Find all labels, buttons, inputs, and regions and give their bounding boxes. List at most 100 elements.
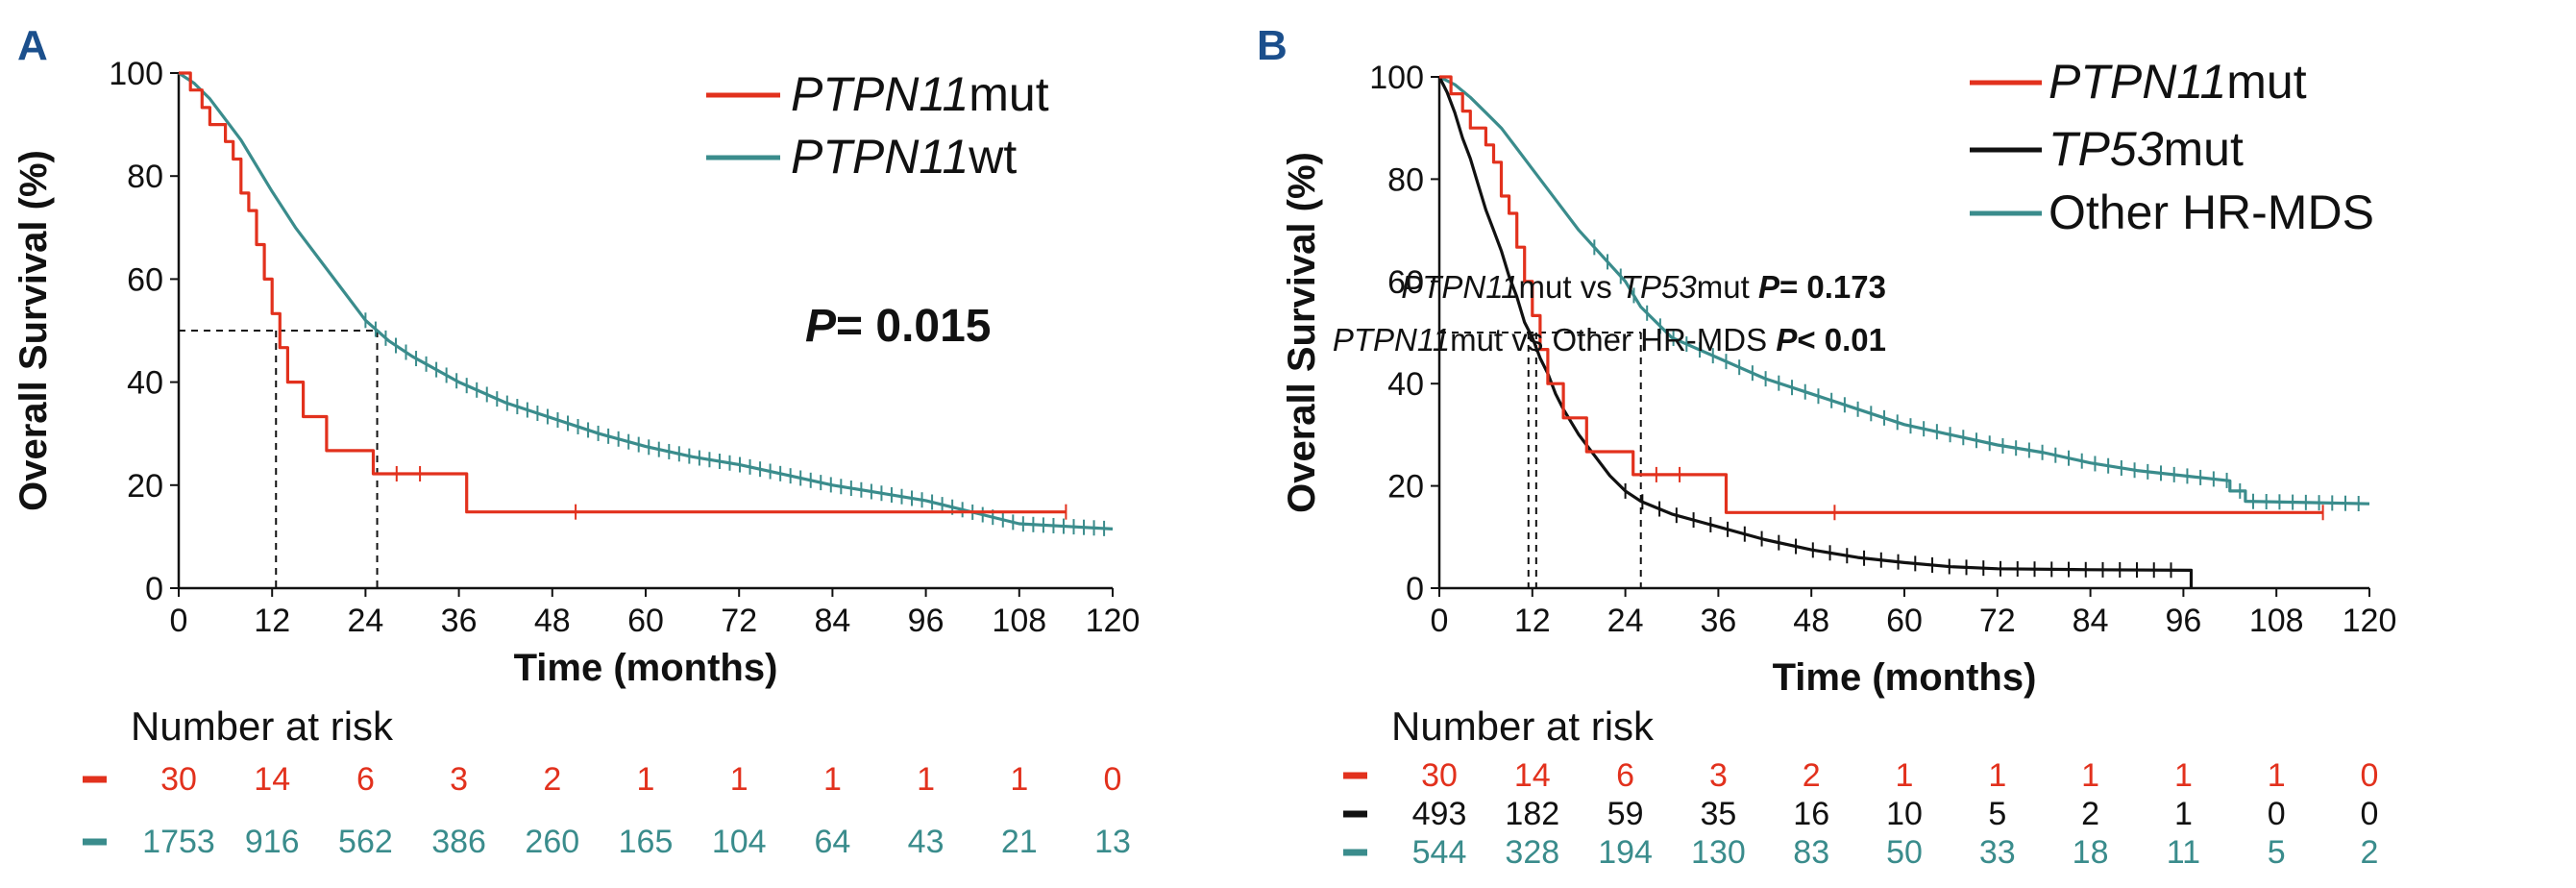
x-tick-label: 0 xyxy=(1431,603,1449,639)
risk-value: 544 xyxy=(1412,834,1467,871)
legend-label: PTPN11wt xyxy=(791,130,1017,184)
legend-label: TP53mut xyxy=(2049,122,2244,176)
risk-value: 3 xyxy=(1709,757,1728,794)
x-tick-label: 12 xyxy=(254,603,290,639)
x-tick-label: 60 xyxy=(1886,603,1923,639)
risk-value: 3 xyxy=(450,761,468,798)
risk-value: 2 xyxy=(2361,834,2379,871)
x-tick-label: 108 xyxy=(992,603,1046,639)
x-tick-label: 72 xyxy=(1979,603,2016,639)
risk-value: 13 xyxy=(1094,824,1131,860)
risk-value: 43 xyxy=(908,824,945,860)
risk-value: 1 xyxy=(1896,757,1914,794)
x-tick-label: 60 xyxy=(627,603,664,639)
risk-value: 1 xyxy=(1010,761,1028,798)
series-line-ptpn11wt xyxy=(178,71,1114,530)
risk-value: 0 xyxy=(2361,757,2379,794)
series-line-ptpn11mut xyxy=(179,71,1067,514)
risk-value: 1 xyxy=(2174,796,2193,832)
risk-value: 328 xyxy=(1505,834,1559,871)
x-tick-label: 120 xyxy=(2343,603,2397,639)
comparison-p-value: PTPN11mut vs TP53mut P= 0.173 xyxy=(1401,269,1886,305)
risk-value: 30 xyxy=(1421,757,1458,794)
risk-value: 130 xyxy=(1691,834,1746,871)
y-tick-label: 100 xyxy=(1369,60,1424,96)
risk-table-title: Number at risk xyxy=(131,703,394,749)
x-tick-label: 72 xyxy=(721,603,757,639)
y-tick-label: 20 xyxy=(1387,469,1424,506)
risk-value: 35 xyxy=(1700,796,1736,832)
y-tick-label: 100 xyxy=(109,56,163,92)
risk-value: 16 xyxy=(1793,796,1829,832)
risk-value: 30 xyxy=(160,761,197,798)
risk-table-title: Number at risk xyxy=(1391,703,1655,749)
risk-value: 14 xyxy=(254,761,290,798)
legend-label: PTPN11mut xyxy=(791,67,1049,121)
risk-value: 104 xyxy=(712,824,767,860)
risk-value: 1 xyxy=(2174,757,2193,794)
risk-value: 260 xyxy=(525,824,579,860)
risk-value: 83 xyxy=(1793,834,1829,871)
risk-value: 6 xyxy=(1616,757,1634,794)
y-tick-label: 0 xyxy=(1406,571,1424,607)
risk-value: 0 xyxy=(1104,761,1122,798)
x-tick-label: 48 xyxy=(534,603,571,639)
risk-value: 21 xyxy=(1001,824,1038,860)
series-line-ptpn11mut xyxy=(1439,75,2323,514)
panel-letter-a: A xyxy=(17,22,48,69)
risk-value: 6 xyxy=(356,761,375,798)
y-tick-label: 80 xyxy=(127,159,163,195)
risk-value: 18 xyxy=(2073,834,2109,871)
risk-value: 1 xyxy=(637,761,655,798)
y-tick-label: 20 xyxy=(127,468,163,505)
panel-a-chart: 0 12 24 36 48 60 72 84 96 108 120020406080100Time … xyxy=(12,56,1140,860)
y-tick-label: 40 xyxy=(1387,366,1424,403)
y-tick-label: 80 xyxy=(1387,161,1424,198)
risk-value: 0 xyxy=(2361,796,2379,832)
x-tick-label: 24 xyxy=(1607,603,1644,639)
x-tick-label: 96 xyxy=(2165,603,2201,639)
legend-label: Other HR-MDS xyxy=(2049,185,2374,239)
x-tick-label: 96 xyxy=(908,603,945,639)
risk-value: 14 xyxy=(1514,757,1551,794)
risk-value: 50 xyxy=(1886,834,1923,871)
risk-value: 493 xyxy=(1412,796,1467,832)
x-tick-label: 84 xyxy=(814,603,850,639)
x-tick-label: 24 xyxy=(347,603,383,639)
risk-value: 5 xyxy=(2268,834,2286,871)
x-tick-label: 108 xyxy=(2249,603,2304,639)
risk-value: 194 xyxy=(1598,834,1653,871)
legend-label: PTPN11mut xyxy=(2049,55,2307,109)
comparison-p-value: PTPN11mut vs Other HR-MDS P< 0.01 xyxy=(1333,322,1886,358)
x-tick-label: 84 xyxy=(2073,603,2109,639)
x-tick-label: 36 xyxy=(1700,603,1736,639)
p-value-label: P= 0.015 xyxy=(805,301,992,352)
x-tick-label: 120 xyxy=(1086,603,1141,639)
risk-value: 2 xyxy=(543,761,561,798)
y-tick-label: 0 xyxy=(145,571,163,607)
risk-value: 562 xyxy=(338,824,393,860)
y-axis-title: Overall Survival (%) xyxy=(12,150,55,511)
risk-value: 5 xyxy=(1988,796,2006,832)
risk-value: 1 xyxy=(2081,757,2099,794)
risk-value: 2 xyxy=(2081,796,2099,832)
risk-value: 165 xyxy=(619,824,674,860)
panel-b-chart: 0 12 24 36 48 60 72 84 96 108 120020406080100Time … xyxy=(1281,55,2396,871)
x-tick-label: 12 xyxy=(1514,603,1551,639)
risk-value: 33 xyxy=(1979,834,2016,871)
risk-value: 0 xyxy=(2268,796,2286,832)
risk-value: 64 xyxy=(814,824,850,860)
y-tick-label: 60 xyxy=(127,261,163,298)
x-tick-label: 0 xyxy=(170,603,188,639)
x-axis-title: Time (months) xyxy=(514,647,778,689)
risk-value: 1 xyxy=(2268,757,2286,794)
risk-value: 1 xyxy=(917,761,935,798)
risk-value: 10 xyxy=(1886,796,1923,832)
x-tick-label: 48 xyxy=(1793,603,1829,639)
y-axis-title: Overall Survival (%) xyxy=(1281,152,1323,513)
risk-value: 2 xyxy=(1803,757,1821,794)
risk-value: 182 xyxy=(1505,796,1559,832)
risk-value: 1 xyxy=(823,761,842,798)
risk-value: 1753 xyxy=(142,824,215,860)
